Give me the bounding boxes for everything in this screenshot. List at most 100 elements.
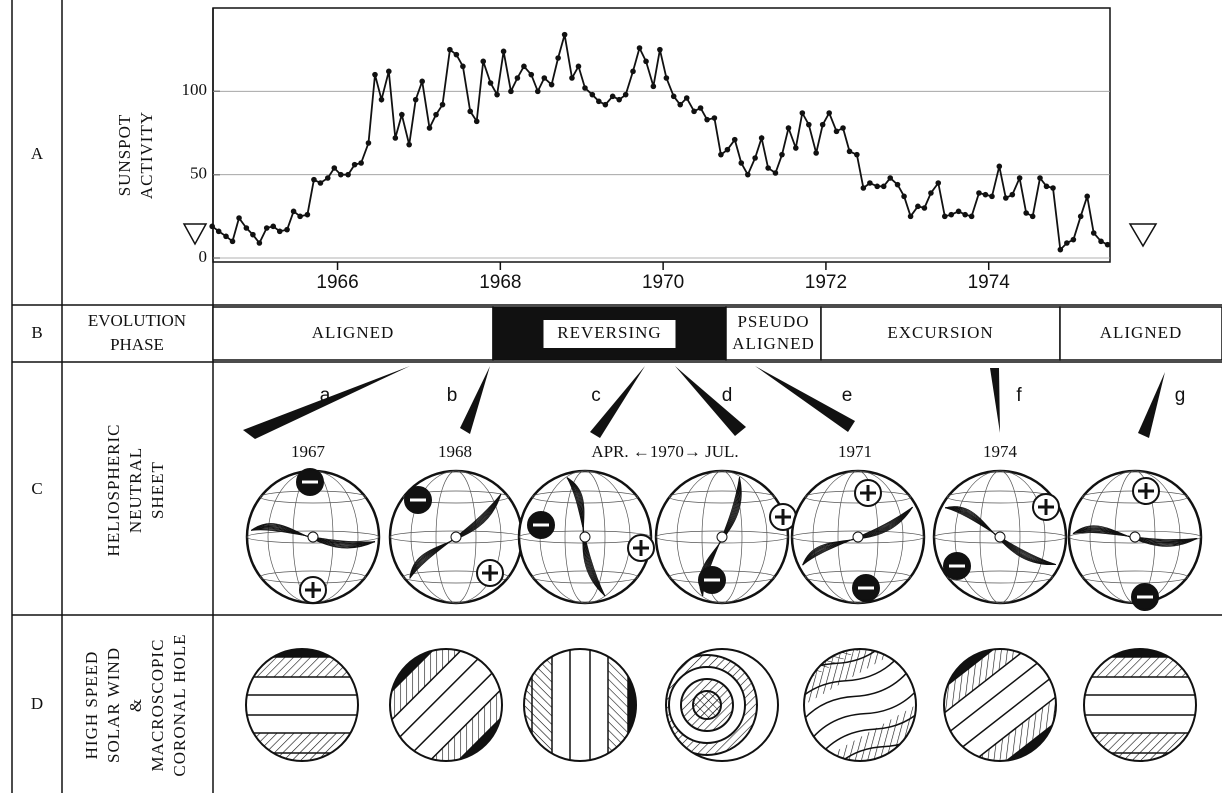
coronal-sphere — [347, 606, 545, 793]
data-point — [1105, 242, 1111, 248]
x-tick-label: 1966 — [316, 272, 358, 293]
band — [232, 635, 372, 657]
panel-letter: g — [1175, 385, 1186, 406]
data-point — [596, 99, 602, 105]
band — [532, 635, 552, 775]
data-point — [820, 122, 826, 128]
panel-date: 1967 — [291, 442, 326, 461]
data-point — [352, 162, 358, 168]
data-point — [1010, 192, 1016, 198]
coronal-sphere — [232, 635, 372, 775]
neutral-sheet-globe — [792, 471, 924, 603]
coronal-sphere — [902, 607, 1099, 793]
data-point — [691, 109, 697, 115]
data-point — [1030, 214, 1036, 220]
x-tick-label: 1974 — [968, 272, 1011, 293]
data-point — [305, 212, 311, 218]
data-point — [555, 55, 561, 61]
data-point — [541, 75, 547, 81]
data-point — [962, 212, 968, 218]
phase-label: PSEUDO — [737, 312, 809, 331]
panel-letter: c — [591, 385, 601, 406]
data-point — [230, 239, 236, 245]
data-point — [793, 145, 799, 151]
band — [232, 753, 372, 775]
data-point — [867, 180, 873, 186]
data-point — [901, 194, 907, 200]
band — [1070, 635, 1210, 657]
panel-letter: b — [447, 385, 458, 406]
sphere-bands — [347, 606, 545, 793]
data-point — [677, 102, 683, 108]
data-point — [1017, 175, 1023, 181]
data-point — [1091, 230, 1097, 236]
data-point — [379, 97, 385, 103]
data-point — [1050, 185, 1056, 191]
data-point — [637, 45, 643, 51]
sheet-center — [580, 532, 590, 542]
data-point — [277, 229, 283, 235]
data-point — [318, 180, 324, 186]
data-point — [651, 84, 657, 90]
data-point — [447, 47, 453, 53]
x-tick-label: 1972 — [805, 272, 847, 293]
data-point — [779, 152, 785, 158]
data-point — [887, 175, 893, 181]
band — [1070, 753, 1210, 775]
panel-date: 1974 — [983, 442, 1018, 461]
phase-label: ALIGNED — [732, 334, 815, 353]
data-point — [521, 64, 527, 70]
phase-label: EXCURSION — [887, 323, 993, 342]
data-point — [393, 135, 399, 141]
coronal-sphere — [1070, 635, 1210, 775]
row-title: SOLAR WIND — [104, 647, 123, 763]
data-point — [671, 94, 677, 100]
data-point — [250, 232, 256, 238]
data-point — [515, 75, 521, 81]
data-point — [908, 214, 914, 220]
sphere-bands — [657, 655, 757, 755]
data-point — [562, 32, 568, 38]
data-point — [338, 172, 344, 178]
data-point — [406, 142, 412, 148]
data-point — [1023, 210, 1029, 216]
data-point — [732, 137, 738, 143]
sheet-center — [1130, 532, 1140, 542]
data-point — [874, 184, 880, 190]
data-point — [752, 155, 758, 161]
figure: ASUNSPOTACTIVITYBEVOLUTIONPHASECHELIOSPH… — [0, 0, 1222, 793]
x-tick-label: 1970 — [642, 272, 684, 293]
pointer-wedge — [675, 366, 746, 436]
data-point — [264, 225, 270, 231]
data-point — [1098, 239, 1104, 245]
data-point — [440, 102, 446, 108]
band — [1070, 657, 1210, 677]
data-point — [834, 129, 840, 135]
band-edge — [363, 622, 462, 721]
sphere-bands — [1070, 635, 1210, 775]
data-point — [928, 190, 934, 196]
band — [1070, 733, 1210, 753]
panel-date: 1968 — [438, 442, 472, 461]
row-label: B — [31, 323, 42, 342]
data-point — [372, 72, 378, 78]
row-title: HIGH SPEED — [82, 651, 101, 760]
band — [628, 635, 650, 775]
data-point — [718, 152, 724, 158]
data-point — [759, 135, 765, 141]
data-point — [590, 92, 596, 98]
data-point — [1078, 214, 1084, 220]
data-point — [881, 184, 887, 190]
row-title: EVOLUTION — [88, 311, 186, 330]
data-point — [209, 224, 215, 230]
row-title: SUNSPOT — [115, 114, 134, 197]
data-point — [549, 82, 555, 88]
sphere-bands — [764, 609, 955, 793]
data-point — [610, 94, 616, 100]
data-point — [488, 80, 494, 86]
panel-letter: f — [1016, 385, 1022, 406]
data-point — [366, 140, 372, 146]
band — [775, 628, 906, 715]
neutral-sheet-globe — [519, 471, 654, 603]
panel-date: APR. ←1970→ JUL. — [591, 442, 738, 461]
